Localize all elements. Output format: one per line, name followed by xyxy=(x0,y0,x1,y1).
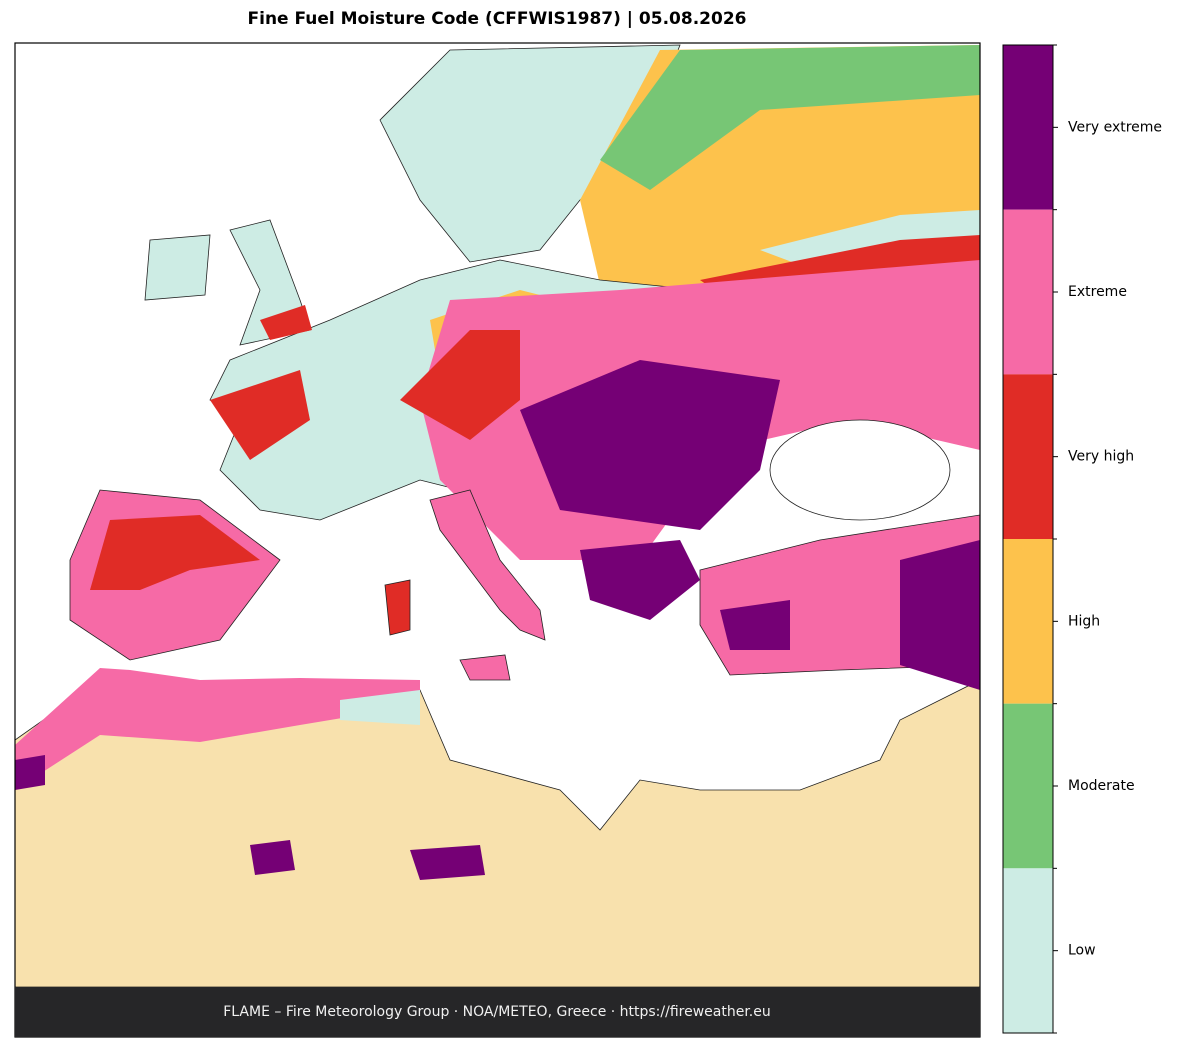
sahara-hotspot xyxy=(250,840,295,875)
colorbar: Very extreme Extreme Very high High Moderate… xyxy=(1002,44,1162,1034)
colorbar-segment xyxy=(1003,539,1053,704)
colorbar-segment xyxy=(1003,703,1053,869)
africa-hotspot xyxy=(15,755,45,790)
colorbar-label: Low xyxy=(1068,943,1096,959)
alps-red xyxy=(400,330,520,440)
map-title: Fine Fuel Moisture Code (CFFWIS1987) | 0… xyxy=(248,9,747,29)
iberia-red xyxy=(90,515,260,590)
colorbar-label: Very high xyxy=(1068,449,1134,465)
italy xyxy=(429,489,546,641)
east-europe-north xyxy=(600,45,980,190)
black-sea xyxy=(769,419,951,521)
greece-extreme xyxy=(580,540,700,620)
map xyxy=(15,44,980,988)
colorbar-segment xyxy=(1003,374,1053,539)
balkans-extreme xyxy=(520,360,780,530)
ireland xyxy=(144,234,211,301)
colorbar-label: Moderate xyxy=(1068,778,1135,794)
france-west xyxy=(210,370,310,460)
colorbar-segment xyxy=(1003,209,1053,375)
sardinia xyxy=(384,579,411,636)
sicily xyxy=(459,654,511,681)
colorbar-label: High xyxy=(1068,613,1100,629)
colorbar-label: Very extreme xyxy=(1068,119,1162,135)
east-europe-band xyxy=(760,210,980,265)
colorbar-segment xyxy=(1003,45,1053,210)
africa-coast xyxy=(15,668,420,790)
footer-band xyxy=(15,987,980,1037)
tunisia xyxy=(340,690,420,725)
footer-text: FLAME – Fire Meteorology Group · NOA/MET… xyxy=(223,1004,771,1020)
turkey-west xyxy=(720,600,790,650)
colorbar-frame xyxy=(1002,44,1054,1034)
britain-south xyxy=(260,305,312,340)
sahara-hotspot xyxy=(410,845,485,880)
colorbar-segment xyxy=(1003,868,1053,1033)
colorbar-label: Extreme xyxy=(1068,284,1127,300)
turkey-east xyxy=(900,540,980,690)
